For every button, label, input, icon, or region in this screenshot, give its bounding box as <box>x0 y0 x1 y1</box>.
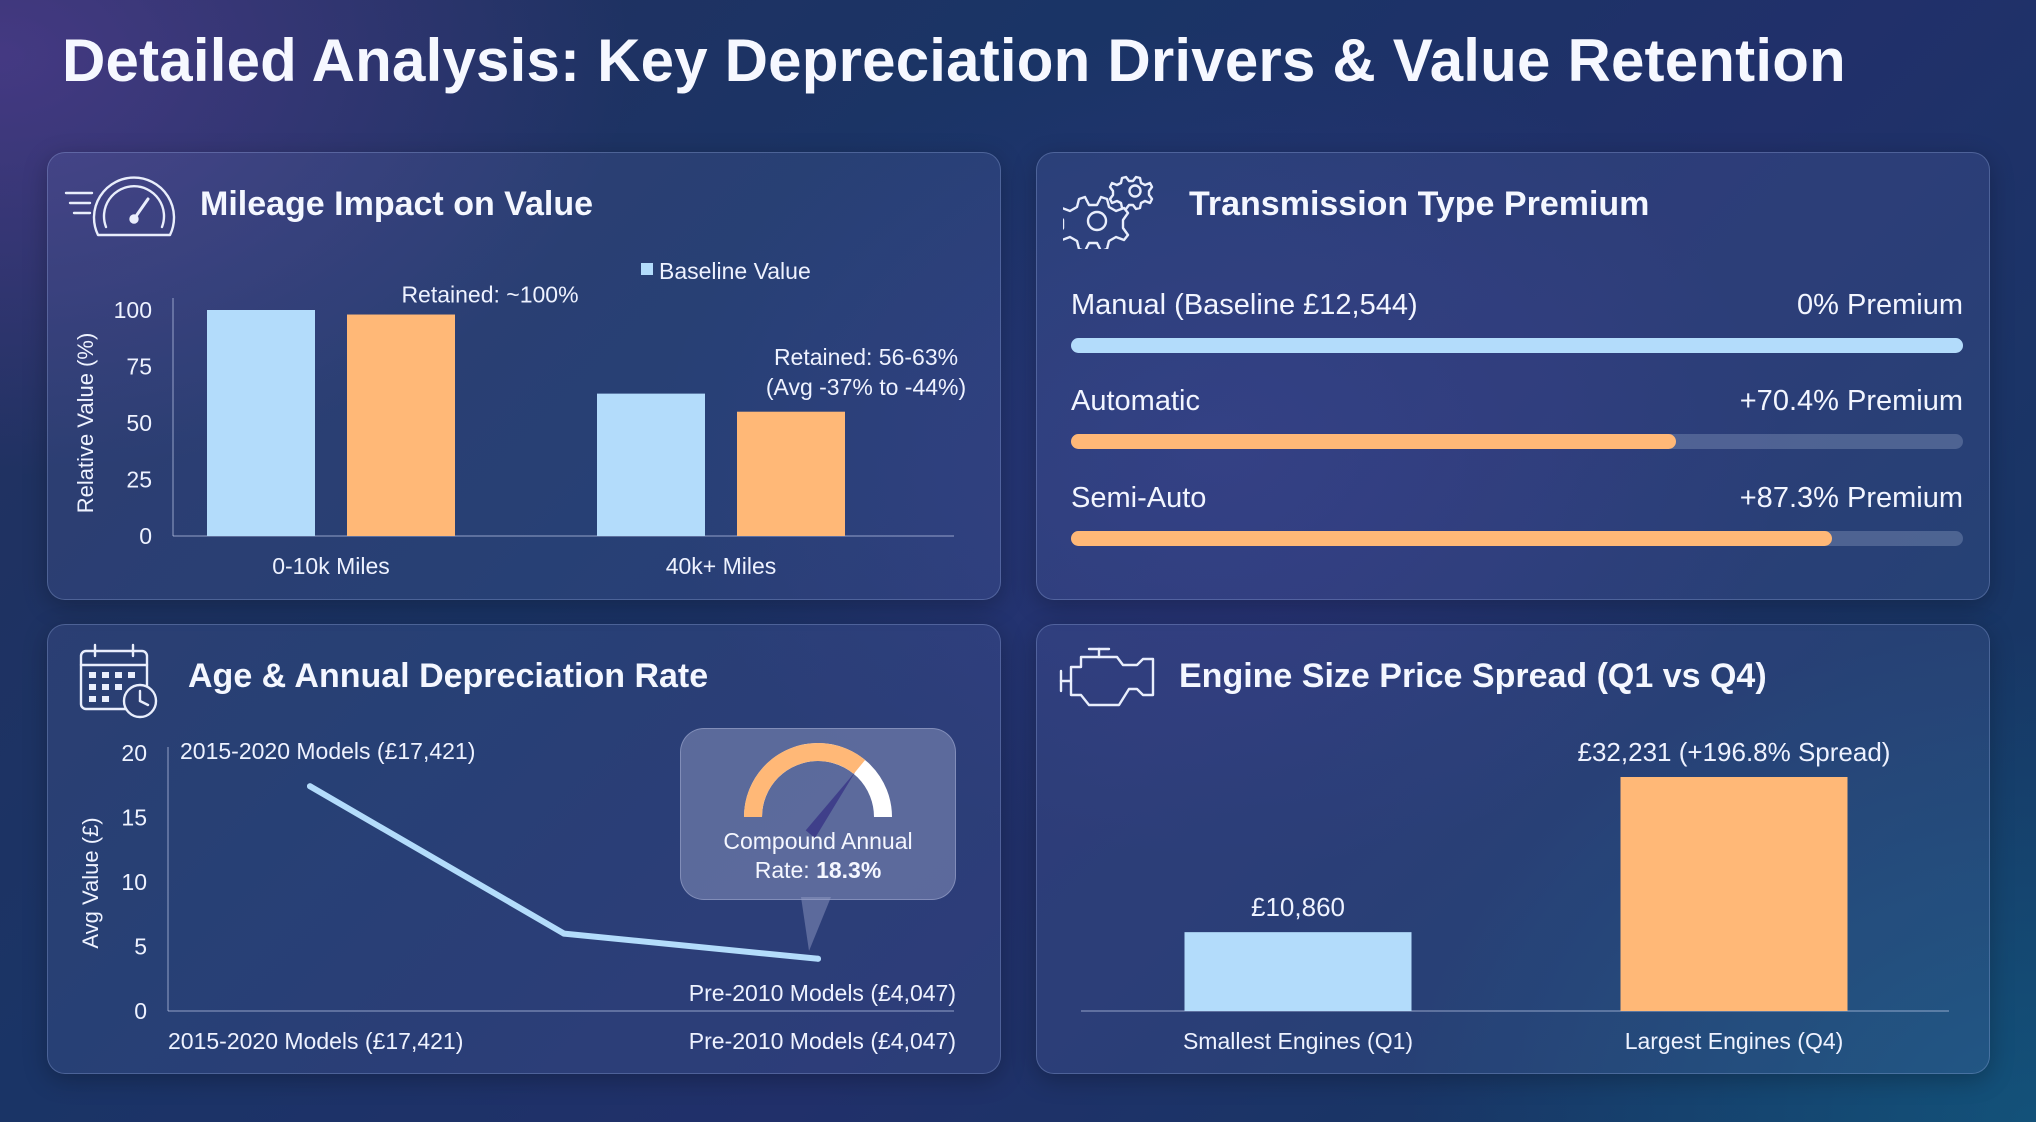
transmission-bar-automatic <box>1071 434 1676 449</box>
point-label-pre-2010: Pre-2010 Models (£4,047) <box>689 980 956 1006</box>
bar-value-label: £32,231 (+196.8% Spread) <box>1578 737 1891 767</box>
x-tick-label: 0-10k Miles <box>272 553 390 579</box>
speedometer-icon <box>64 176 176 237</box>
bar-40k-miles-0 <box>597 393 705 536</box>
data-point-0 <box>307 783 313 790</box>
transmission-bar-manual <box>1071 338 1963 353</box>
compound-rate-callout: Compound Annual Rate: 18.3% <box>680 728 956 951</box>
y-tick-label: 20 <box>121 740 147 766</box>
transmission-value-label: +87.3% Premium <box>1739 482 1963 514</box>
compound-rate-value: 18.3% <box>816 857 882 883</box>
transmission-label: Automatic <box>1071 385 1200 417</box>
transmission-panel: Transmission Type Premium Manual (Baseli… <box>1036 152 1990 600</box>
bar-0-10k-miles-0 <box>207 310 315 536</box>
compound-rate-text: Compound Annual Rate: 18.3% <box>681 827 955 885</box>
page-title: Detailed Analysis: Key Depreciation Driv… <box>62 27 1846 94</box>
y-axis-label: Avg Value (£) <box>78 817 103 948</box>
annotation-retained-40k: Retained: 56-63% <box>774 344 958 370</box>
y-axis-label: Relative Value (%) <box>73 333 98 514</box>
bar-40k-miles-1 <box>737 411 845 536</box>
data-point-2 <box>815 955 821 962</box>
mileage-bar-chart: 0 25 50 75 100 Relative Value (%) 0-10k Miles 4… <box>73 258 966 579</box>
age-panel-title: Age & Annual Depreciation Rate <box>188 657 709 695</box>
bar-q1 <box>1184 932 1412 1011</box>
y-tick-label: 25 <box>126 467 152 493</box>
bar-0-10k-miles-1 <box>347 314 455 536</box>
x-label-left: 2015-2020 Models (£17,421) <box>168 1028 463 1054</box>
bar-q4 <box>1620 777 1848 1011</box>
gears-icon <box>1063 175 1154 249</box>
compound-rate-line2: Rate: 18.3% <box>681 856 955 885</box>
compound-rate-prefix: Rate: <box>754 857 817 883</box>
transmission-bar-semi-auto <box>1071 531 1832 546</box>
x-tick-label: Largest Engines (Q4) <box>1625 1028 1844 1054</box>
mileage-panel-title: Mileage Impact on Value <box>200 185 594 223</box>
engine-panel: Engine Size Price Spread (Q1 vs Q4) £10,… <box>1036 624 1990 1074</box>
x-tick-label: 40k+ Miles <box>666 553 777 579</box>
transmission-value-label: +70.4% Premium <box>1739 385 1963 417</box>
transmission-value-label: 0% Premium <box>1797 289 1963 321</box>
age-line-chart: 0 5 10 15 20 Avg Value (£) 2015-2020 Models (£… <box>78 738 956 1054</box>
annotation-retained-40k-avg: (Avg -37% to -44%) <box>766 374 966 400</box>
calendar-clock-icon <box>79 643 158 719</box>
y-tick-label: 0 <box>139 523 152 549</box>
legend-label: Baseline Value <box>659 258 811 284</box>
x-tick-label: Smallest Engines (Q1) <box>1183 1028 1413 1054</box>
y-tick-label: 0 <box>134 998 147 1024</box>
point-label-2015-2020: 2015-2020 Models (£17,421) <box>180 738 475 764</box>
data-point-1 <box>561 930 567 937</box>
y-tick-label: 10 <box>121 869 147 895</box>
compound-rate-line1: Compound Annual <box>723 828 913 854</box>
mileage-panel: Mileage Impact on Value 0 25 50 75 100 Relati… <box>47 152 1001 600</box>
transmission-label: Manual (Baseline £12,544) <box>1071 289 1418 321</box>
bar-value-label: £10,860 <box>1251 892 1345 922</box>
gauge-icon <box>744 743 892 951</box>
x-label-right: Pre-2010 Models (£4,047) <box>689 1028 956 1054</box>
transmission-track <box>1071 531 1963 546</box>
engine-panel-title: Engine Size Price Spread (Q1 vs Q4) <box>1179 657 1767 695</box>
transmission-track <box>1071 434 1963 449</box>
engine-icon <box>1059 647 1155 707</box>
engine-bar-chart: £10,860 Smallest Engines (Q1) £32,231 (+19… <box>1081 737 1949 1054</box>
age-panel: Age & Annual Depreciation Rate 0 5 10 15 20 A… <box>47 624 1001 1074</box>
transmission-label: Semi-Auto <box>1071 482 1207 514</box>
y-tick-label: 100 <box>114 297 152 323</box>
y-tick-label: 50 <box>126 410 152 436</box>
transmission-panel-title: Transmission Type Premium <box>1189 185 1650 223</box>
legend-swatch <box>641 263 653 275</box>
annotation-retained-0-10k: Retained: ~100% <box>401 282 578 308</box>
transmission-track <box>1071 338 1963 353</box>
y-tick-label: 75 <box>126 354 152 380</box>
y-tick-label: 5 <box>134 934 147 960</box>
y-tick-label: 15 <box>121 805 147 831</box>
